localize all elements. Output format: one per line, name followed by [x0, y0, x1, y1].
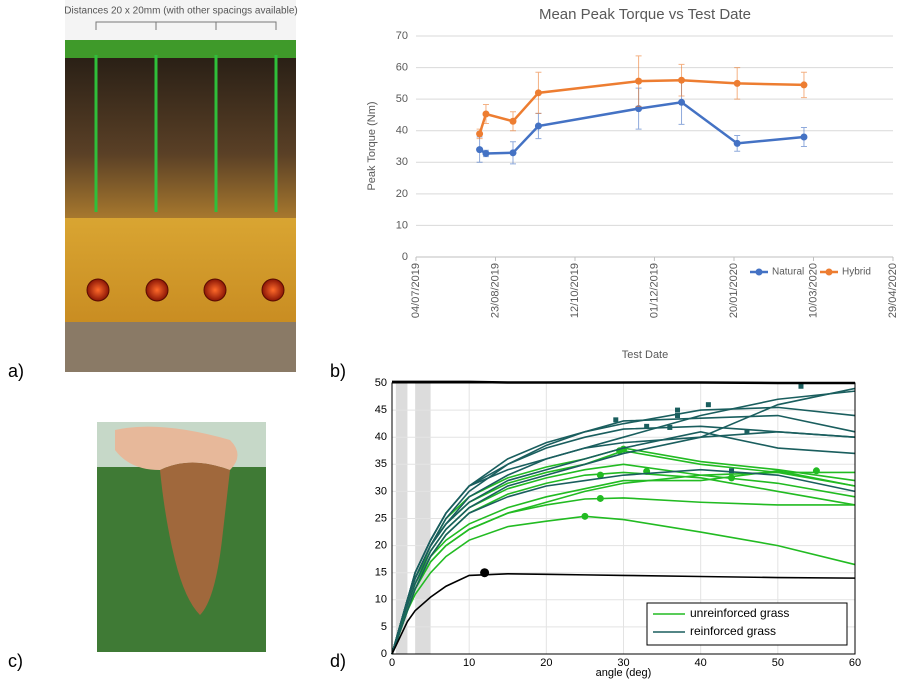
peak-marker	[675, 413, 681, 419]
y-tick-label: 15	[375, 567, 387, 579]
peak-marker	[705, 402, 711, 408]
x-tick-label: 30	[617, 657, 629, 669]
y-tick-label: 20	[375, 540, 387, 552]
soil-illustration	[65, 0, 296, 372]
peak-marker	[644, 423, 650, 429]
curve	[391, 468, 856, 655]
peak-marker	[596, 494, 604, 502]
legend-label: Hybrid	[842, 267, 871, 278]
data-point	[678, 98, 686, 106]
data-point	[509, 117, 517, 125]
y-tick-label: 30	[375, 485, 387, 497]
data-point	[733, 139, 741, 147]
data-point	[482, 110, 490, 118]
y-tick-label: 30	[396, 156, 408, 168]
data-point	[476, 130, 484, 138]
x-tick-label: 20/01/2020	[728, 263, 740, 318]
y-tick-label: 0	[381, 648, 387, 660]
data-point	[800, 81, 808, 89]
x-tick-label: 29/04/2020	[887, 263, 899, 318]
y-tick-label: 45	[375, 404, 387, 416]
peak-marker	[480, 568, 490, 578]
data-point	[733, 79, 741, 87]
y-tick-label: 25	[375, 512, 387, 524]
y-tick-label: 0	[402, 251, 408, 263]
y-tick-label: 10	[396, 219, 408, 231]
peak-marker	[744, 429, 750, 435]
x-tick-label: 10/03/2020	[807, 263, 819, 318]
data-point	[635, 77, 643, 85]
legend-swatch	[755, 268, 763, 276]
data-point	[800, 133, 808, 141]
legend-box	[646, 602, 848, 646]
x-axis-title: Test Date	[622, 349, 668, 361]
x-tick-label: 50	[772, 657, 784, 669]
data-point	[482, 149, 490, 157]
x-tick-label: 20	[540, 657, 552, 669]
y-tick-label: 5	[381, 621, 387, 633]
y-tick-label: 70	[396, 30, 408, 42]
x-axis-title: angle (deg)	[596, 667, 652, 679]
peak-marker	[613, 417, 619, 423]
data-point	[534, 122, 542, 130]
legend-label: unreinforced grass	[690, 606, 789, 620]
x-tick-label: 10	[463, 657, 475, 669]
y-tick-label: 50	[396, 93, 408, 105]
illustration-caption: Distances 20 x 20mm (with other spacings…	[64, 6, 297, 17]
y-axis-title: Peak Torque (Nm)	[366, 101, 378, 190]
y-tick-label: 40	[396, 125, 408, 137]
y-tick-label: 20	[396, 188, 408, 200]
plot-frame	[391, 382, 856, 655]
panel-label: a)	[8, 361, 24, 381]
curve	[391, 430, 856, 655]
y-tick-label: 35	[375, 458, 387, 470]
curve	[392, 380, 855, 385]
data-point	[476, 146, 484, 154]
y-tick-label: 60	[396, 61, 408, 73]
peak-marker	[729, 468, 735, 474]
legend-swatch	[825, 268, 833, 276]
peak-marker	[581, 512, 589, 520]
peak-marker	[675, 407, 681, 413]
peak-marker	[667, 424, 673, 430]
peak-marker	[596, 471, 604, 479]
peak-marker	[728, 474, 736, 482]
x-tick-label: 12/10/2019	[569, 263, 581, 318]
x-tick-label: 60	[849, 657, 861, 669]
series-line	[478, 100, 805, 155]
legend-label: Natural	[772, 267, 804, 278]
x-tick-label: 01/12/2019	[648, 263, 660, 318]
data-point	[678, 76, 686, 84]
panel-label: c)	[8, 651, 23, 671]
x-tick-label: 23/08/2019	[489, 263, 501, 318]
curve	[391, 387, 856, 655]
y-tick-label: 50	[375, 377, 387, 389]
turf-photo	[97, 422, 266, 652]
y-tick-label: 40	[375, 431, 387, 443]
peak-marker	[812, 467, 820, 475]
y-tick-label: 10	[375, 594, 387, 606]
x-tick-label: 04/07/2019	[410, 263, 422, 318]
x-tick-label: 40	[695, 657, 707, 669]
data-point	[509, 149, 517, 157]
chart-title: Mean Peak Torque vs Test Date	[539, 6, 751, 23]
legend-label: reinforced grass	[690, 624, 776, 638]
panel-label: b)	[330, 361, 346, 381]
data-point	[534, 89, 542, 97]
peak-marker	[798, 383, 804, 389]
series-line	[478, 78, 804, 135]
panel-label: d)	[330, 651, 346, 671]
x-tick-label: 0	[389, 657, 395, 669]
